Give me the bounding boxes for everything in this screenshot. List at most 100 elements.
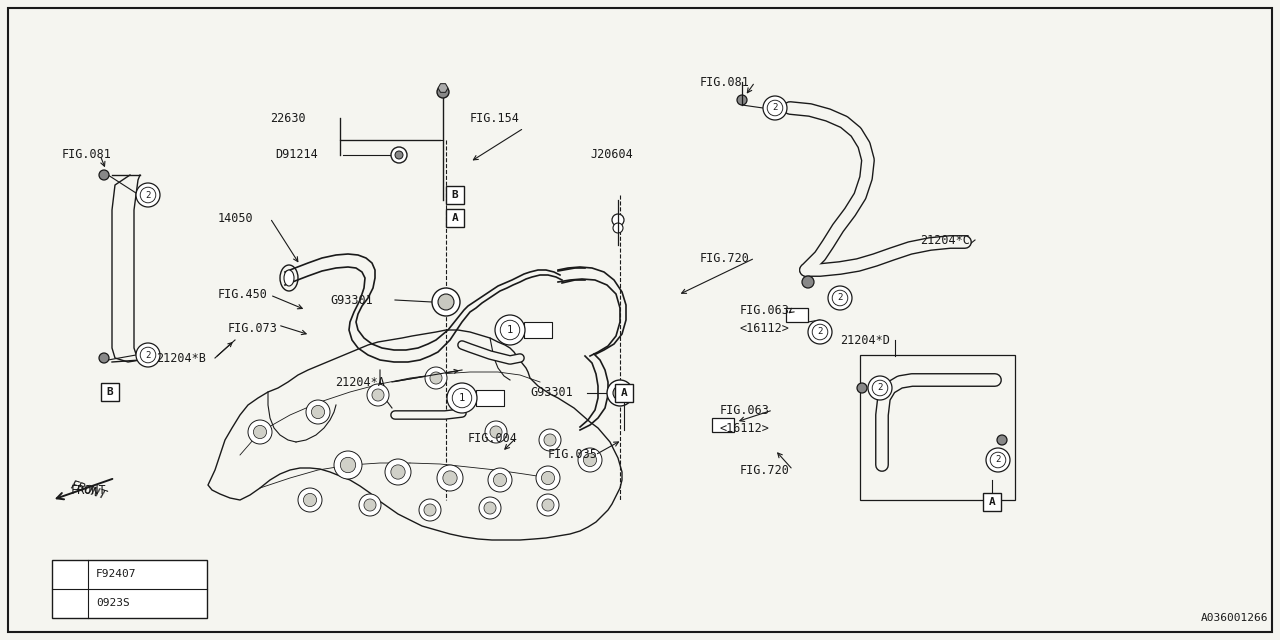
Bar <box>860 355 1015 500</box>
Bar <box>445 186 465 204</box>
Circle shape <box>367 384 389 406</box>
Circle shape <box>364 499 376 511</box>
Circle shape <box>539 429 561 451</box>
Text: F92407: F92407 <box>96 569 137 579</box>
Circle shape <box>385 459 411 485</box>
Circle shape <box>538 494 559 516</box>
Bar <box>712 418 733 432</box>
Text: 2: 2 <box>818 328 823 337</box>
Bar <box>786 308 808 322</box>
Text: A: A <box>988 497 996 507</box>
Text: 14050: 14050 <box>218 211 253 225</box>
Text: 21204*D: 21204*D <box>840 333 890 346</box>
Circle shape <box>136 343 160 367</box>
Circle shape <box>298 488 323 512</box>
Text: FIG.081: FIG.081 <box>61 148 111 161</box>
Text: <16112>: <16112> <box>719 422 769 435</box>
Circle shape <box>584 453 596 467</box>
Text: <16112>: <16112> <box>740 321 790 335</box>
Circle shape <box>986 448 1010 472</box>
Circle shape <box>340 458 356 473</box>
Circle shape <box>248 420 273 444</box>
Circle shape <box>136 183 160 207</box>
Circle shape <box>59 592 81 614</box>
Text: D91214: D91214 <box>275 148 317 161</box>
Circle shape <box>303 493 316 507</box>
Circle shape <box>424 504 436 516</box>
Text: FIG.004: FIG.004 <box>468 431 518 445</box>
Circle shape <box>358 494 381 516</box>
Circle shape <box>493 474 507 486</box>
Text: G93301: G93301 <box>530 387 572 399</box>
Circle shape <box>390 147 407 163</box>
Circle shape <box>419 499 442 521</box>
Circle shape <box>99 170 109 180</box>
Circle shape <box>436 465 463 491</box>
Circle shape <box>485 421 507 443</box>
Circle shape <box>544 434 556 446</box>
Text: B: B <box>452 190 458 200</box>
Text: 1: 1 <box>507 325 513 335</box>
Text: 22630: 22630 <box>270 111 306 125</box>
Bar <box>524 322 552 338</box>
Text: A036001266: A036001266 <box>1201 613 1268 623</box>
Text: 21204*B: 21204*B <box>156 351 206 365</box>
Circle shape <box>59 563 81 585</box>
Circle shape <box>868 376 892 400</box>
Circle shape <box>607 380 634 406</box>
Circle shape <box>763 96 787 120</box>
Circle shape <box>253 426 266 438</box>
Text: B: B <box>106 387 114 397</box>
Text: FIG.720: FIG.720 <box>700 252 750 264</box>
Circle shape <box>430 372 442 384</box>
Circle shape <box>579 448 602 472</box>
Text: G93301: G93301 <box>330 294 372 307</box>
Circle shape <box>808 320 832 344</box>
Circle shape <box>495 315 525 345</box>
Text: A: A <box>452 213 458 223</box>
Text: 2: 2 <box>146 191 151 200</box>
Circle shape <box>390 465 406 479</box>
Circle shape <box>443 471 457 485</box>
Circle shape <box>372 389 384 401</box>
Text: 2: 2 <box>996 456 1001 465</box>
Circle shape <box>433 288 460 316</box>
Circle shape <box>306 400 330 424</box>
Circle shape <box>438 294 454 310</box>
Circle shape <box>334 451 362 479</box>
Circle shape <box>613 223 623 233</box>
Circle shape <box>828 286 852 310</box>
Text: 2: 2 <box>146 351 151 360</box>
Text: 2: 2 <box>877 383 883 392</box>
Text: 2: 2 <box>67 598 73 608</box>
Text: 1: 1 <box>67 569 73 579</box>
Text: FIG.073: FIG.073 <box>228 321 278 335</box>
Circle shape <box>447 383 477 413</box>
Circle shape <box>436 86 449 98</box>
Circle shape <box>479 497 500 519</box>
Text: FIG.154: FIG.154 <box>470 111 520 125</box>
Circle shape <box>737 95 748 105</box>
Text: 21204*C: 21204*C <box>920 234 970 246</box>
Text: FRONT: FRONT <box>68 478 108 502</box>
Text: FIG.081: FIG.081 <box>700 76 750 88</box>
Circle shape <box>311 405 325 419</box>
Text: 2: 2 <box>837 294 842 303</box>
Text: A: A <box>621 388 627 398</box>
Polygon shape <box>438 84 448 92</box>
Circle shape <box>803 276 814 288</box>
Circle shape <box>99 353 109 363</box>
Text: FIG.720: FIG.720 <box>740 463 790 477</box>
Bar <box>101 383 119 401</box>
Circle shape <box>425 367 447 389</box>
Circle shape <box>541 472 554 484</box>
Circle shape <box>613 386 627 400</box>
Text: FIG.063: FIG.063 <box>740 303 790 317</box>
Circle shape <box>997 435 1007 445</box>
Text: 2: 2 <box>772 104 778 113</box>
Circle shape <box>536 466 561 490</box>
Text: FIG.450: FIG.450 <box>218 289 268 301</box>
Text: J20604: J20604 <box>590 148 632 161</box>
Circle shape <box>541 499 554 511</box>
Ellipse shape <box>284 270 294 286</box>
